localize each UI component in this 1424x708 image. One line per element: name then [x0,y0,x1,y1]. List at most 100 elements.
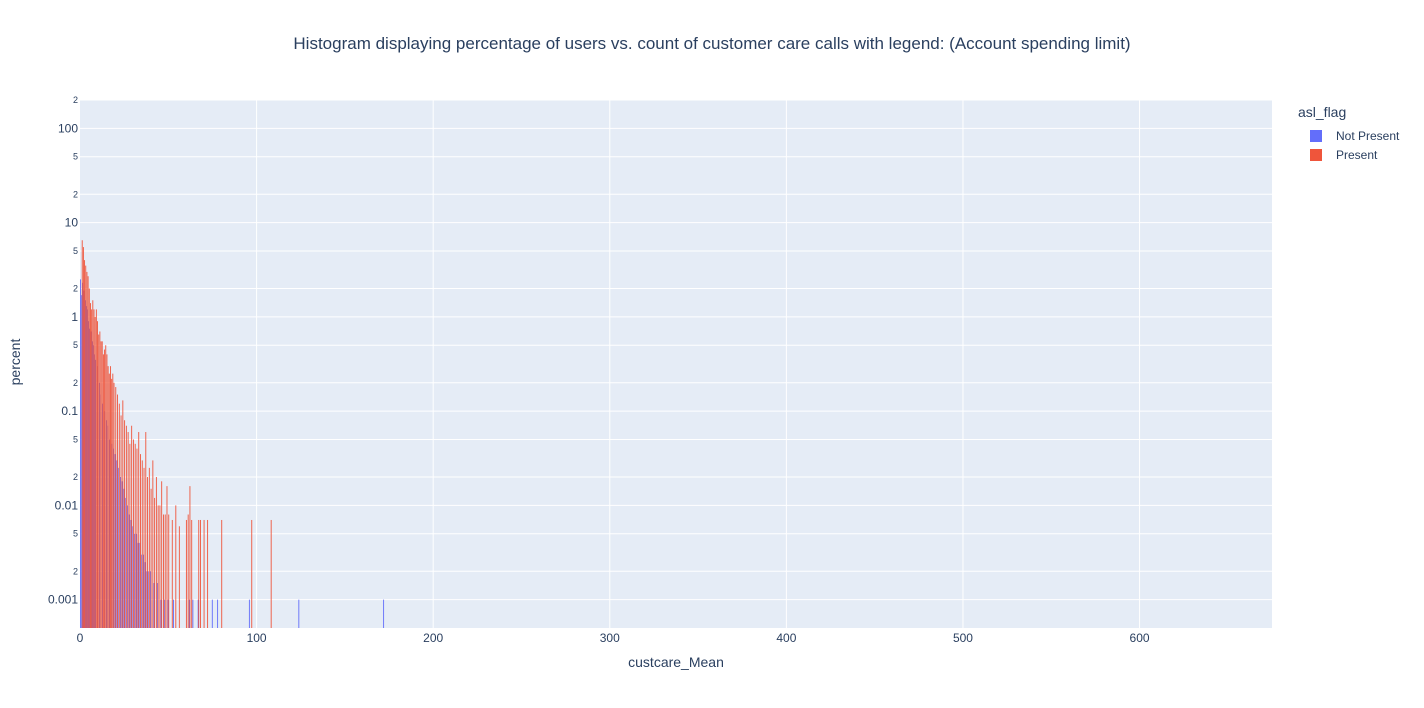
bar-not-present [102,403,104,628]
bar-present [171,519,173,628]
bar-not-present [118,467,120,628]
chart-title: Histogram displaying percentage of users… [293,34,1131,53]
legend: asl_flag Not Present Present [1298,104,1399,164]
bar-not-present [164,599,166,628]
bar-present [81,240,83,629]
bar-present [203,519,205,628]
bar-not-present [298,599,300,628]
bar-present [185,519,187,628]
bar-present [97,321,98,628]
bar-not-present [85,306,87,628]
bar-not-present [95,359,97,628]
bar-present [87,276,89,628]
bar-present [102,354,104,628]
bar-not-present [105,420,107,628]
bar-not-present [150,571,151,628]
bar-present [113,382,115,628]
bar-present [198,519,200,628]
bar-not-present [116,460,118,628]
bar-present [155,477,157,628]
bar-not-present [130,519,132,628]
bar-not-present [98,382,100,628]
bar-present [112,373,114,628]
bar-present [99,331,101,628]
legend-label-present: Present [1336,147,1378,162]
bar-present [98,334,100,628]
y-minor-tick-label: 2 [73,472,78,482]
bar-not-present [383,599,385,628]
bar-present [145,432,147,628]
bar-present [104,349,106,628]
bar-not-present [89,328,91,628]
bar-present [148,467,150,628]
bar-present [189,486,191,628]
bars [79,240,385,629]
bar-not-present [84,300,86,628]
y-minor-tick-label: 2 [73,566,78,576]
bar-present [136,448,138,628]
bar-not-present [128,514,130,628]
bar-not-present [153,583,155,628]
bar-not-present [109,439,111,628]
bar-not-present [157,583,159,628]
plot-area [80,100,1272,628]
x-tick-label: 400 [776,631,796,645]
y-minor-tick-label: 5 [73,434,78,444]
bar-present [143,467,145,628]
x-tick-label: 100 [247,631,267,645]
x-tick-label: 500 [953,631,973,645]
bar-present [110,366,111,628]
bar-present [93,309,95,628]
bar-present [207,519,209,628]
bar-not-present [148,571,150,628]
bar-present [161,481,163,628]
bar-not-present [134,533,136,628]
bar-present [251,519,253,628]
bar-not-present [139,542,141,628]
x-tick-label: 300 [600,631,620,645]
y-tick-label: 0.1 [61,404,78,418]
bar-not-present [125,497,127,628]
legend-item-not-present[interactable]: Not Present [1298,126,1399,145]
bar-present [117,394,118,628]
legend-item-present[interactable]: Present [1298,145,1399,164]
bar-not-present [82,282,84,628]
bar-present [85,265,87,628]
legend-swatch-not-present [1310,129,1322,142]
bar-present [88,288,90,628]
y-minor-tick-label: 5 [73,246,78,256]
bar-present [159,505,161,628]
bar-present [178,526,180,628]
bar-not-present [83,290,85,628]
bar-not-present [90,331,92,628]
bar-present [164,514,166,628]
bar-not-present [123,488,125,628]
y-axis-title: percent [7,338,23,386]
bar-present [147,477,149,628]
bar-present [150,488,152,628]
bar-present [131,425,133,628]
bar-not-present [217,599,219,628]
bar-not-present [142,554,144,628]
y-minor-tick-label: 2 [73,95,78,105]
bar-not-present [88,321,90,628]
y-minor-tick-label: 2 [73,189,78,199]
bar-present [166,486,168,628]
bar-not-present [112,448,114,628]
bar-present [108,373,110,628]
bar-present [100,341,102,628]
bar-present [105,345,107,628]
bar-not-present [91,341,93,628]
bar-not-present [144,562,146,628]
bar-present [107,366,109,628]
bar-present [191,519,193,628]
bar-present [86,271,88,628]
bar-present [82,247,84,628]
bar-not-present [132,526,134,628]
bar-present [138,432,140,628]
bar-not-present [167,599,169,628]
bar-not-present [121,481,123,628]
bar-present [115,387,117,628]
